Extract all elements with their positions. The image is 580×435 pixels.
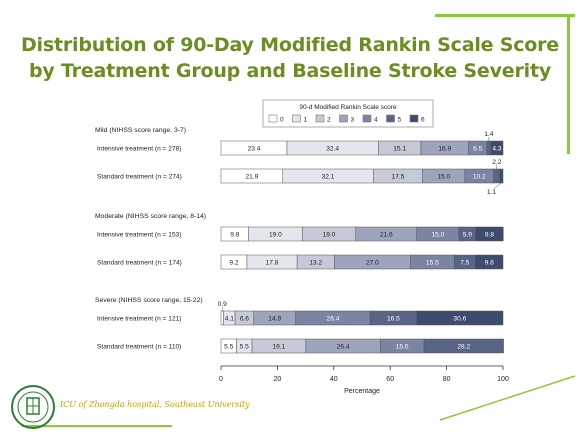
row-label: Standard treatment (n = 110) — [97, 344, 181, 351]
legend-swatch — [315, 114, 325, 123]
bar-value-label: 16.9 — [438, 146, 451, 153]
bar-segment — [499, 168, 504, 184]
footer-text: ICU of Zhongda hospital, Southeast Unive… — [60, 400, 250, 409]
bar-value-label: 32.4 — [326, 146, 339, 153]
legend-label: 0 — [280, 117, 284, 124]
bar-value-label: 7.5 — [460, 260, 469, 267]
x-tick-label: 40 — [330, 376, 338, 383]
group-label: Severe (NIHSS score range, 15-22) — [95, 297, 203, 304]
legend-swatch — [362, 114, 372, 123]
accent-line-right — [567, 14, 570, 154]
row-label: Standard treatment (n = 174) — [97, 260, 182, 267]
legend-swatch — [386, 114, 395, 123]
x-tick-label: 0 — [219, 376, 223, 383]
bar-value-label: 27.0 — [366, 260, 379, 267]
bar-segment — [486, 140, 492, 156]
row-label: Intensive treatment (n = 153) — [97, 232, 181, 239]
group-label: Moderate (NIHSS score range, 8-14) — [95, 213, 206, 220]
bar-segment — [475, 226, 504, 242]
legend-swatch — [268, 114, 278, 123]
bar-value-label: 15.1 — [393, 146, 406, 153]
bar-value-label: 15.0 — [431, 232, 444, 239]
bar-value-label: 21.6 — [380, 232, 393, 239]
bar-value-label: 4.3 — [492, 146, 501, 153]
x-tick-label: 60 — [386, 376, 394, 383]
bar-segment — [490, 140, 504, 156]
bar-segment — [416, 310, 504, 326]
bar-value-label: 5.5 — [224, 344, 233, 351]
accent-line-bottom — [22, 425, 172, 427]
university-logo — [8, 384, 58, 435]
bar-value-label: 13.2 — [309, 260, 322, 267]
bar-value-outside: 0.9 — [218, 301, 227, 308]
bar-value-label: 15.0 — [437, 174, 450, 181]
bar-value-label: 14.9 — [268, 316, 281, 323]
legend-label: 5 — [398, 117, 402, 124]
bar-value-label: 19.1 — [273, 344, 286, 351]
bar-value-label: 15.5 — [396, 344, 409, 351]
bar-segment — [475, 254, 504, 270]
bar-value-label: 9.8 — [485, 260, 494, 267]
bar-value-label: 5.5 — [240, 344, 249, 351]
row-label: Standard treatment (n = 274) — [97, 174, 182, 181]
slide-title-line1: Distribution of 90-Day Modified Rankin S… — [20, 34, 559, 56]
bar-value-label: 17.5 — [392, 174, 405, 181]
slide-title-line2: by Treatment Group and Baseline Stroke S… — [28, 60, 552, 82]
plot-area: 90-d Modified Rankin Scale score 0 1 2 3 4 5 6 M… — [95, 99, 509, 395]
bar-value-label: 26.4 — [337, 344, 350, 351]
bar-value-label: 26.4 — [327, 316, 340, 323]
bar-value-label: 16.5 — [387, 316, 400, 323]
x-tick-label: 20 — [274, 376, 282, 383]
bar-value-label: 10.2 — [473, 174, 486, 181]
x-tick-label: 80 — [443, 376, 451, 383]
bar-segment — [493, 168, 501, 184]
bar-value-label: 6.6 — [240, 316, 249, 323]
legend-swatch — [339, 114, 348, 123]
bar-value-label: 28.2 — [457, 344, 470, 351]
legend-label: 4 — [374, 117, 378, 124]
bar-value-label: 9.2 — [229, 260, 238, 267]
bar-value-label: 15.5 — [426, 260, 439, 267]
bar-segment — [220, 310, 224, 326]
row-label: Intensive treatment (n = 278) — [97, 146, 181, 153]
bar-value-outside: 1.1 — [487, 189, 496, 196]
legend-label: 2 — [327, 117, 331, 124]
accent-line-diagonal — [439, 375, 576, 421]
row-label: Intensive treatment (n = 121) — [97, 316, 181, 323]
bar-value-label: 32.1 — [322, 174, 335, 181]
bar-value-label: 21.9 — [245, 174, 258, 181]
leader-line — [493, 182, 502, 190]
bar-value-outside: 2.2 — [492, 159, 501, 166]
legend-swatch — [409, 114, 419, 123]
bar-value-label: 5.9 — [463, 232, 472, 239]
legend-box — [262, 99, 434, 128]
x-axis-label: Percentage — [344, 388, 380, 395]
group-label: Mild (NIHSS score range, 3-7) — [95, 127, 186, 134]
legend-label: 3 — [351, 117, 355, 124]
bar-value-label: 19.0 — [323, 232, 336, 239]
bar-segment — [423, 338, 504, 354]
bar-value-outside: 1.4 — [484, 131, 493, 138]
bar-value-label: 9.8 — [230, 232, 239, 239]
bar-value-label: 9.8 — [485, 232, 494, 239]
bar-value-label: 30.6 — [453, 316, 466, 323]
bar-value-label: 19.0 — [269, 232, 282, 239]
legend-swatch — [292, 114, 301, 123]
x-tick-label: 100 — [497, 376, 509, 383]
bar-value-label: 23.4 — [248, 146, 261, 153]
bar-value-label: 6.5 — [473, 146, 482, 153]
legend-label: 6 — [421, 117, 425, 124]
bar-value-label: 17.8 — [266, 260, 279, 267]
accent-line-top — [435, 14, 575, 17]
legend-label: 1 — [304, 117, 308, 124]
bar-value-label: 4.1 — [225, 316, 234, 323]
legend-title: 90-d Modified Rankin Scale score — [299, 104, 397, 111]
